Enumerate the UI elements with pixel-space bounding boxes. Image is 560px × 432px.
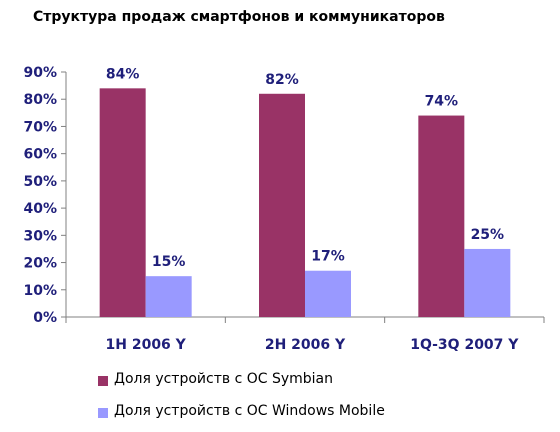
- data-label: 15%: [152, 254, 186, 270]
- x-tick-label: 2H 2006 Y: [265, 337, 346, 353]
- y-tick-label: 0%: [33, 310, 57, 326]
- y-tick-label: 20%: [23, 256, 57, 272]
- x-tick-label: 1H 2006 Y: [106, 337, 187, 353]
- bar-symbian: [418, 115, 465, 317]
- legend-label-windows-mobile: Доля устройств с ОС Windows Mobile: [114, 403, 385, 419]
- bar-windows-mobile: [145, 276, 192, 317]
- bar-windows-mobile: [305, 270, 351, 317]
- chart-title: Структура продаж смартфонов и коммуникат…: [33, 9, 445, 25]
- legend-item-symbian: Доля устройств с ОС Symbian: [98, 370, 518, 392]
- data-label: 25%: [471, 227, 505, 243]
- legend-item-windows-mobile: Доля устройств с ОС Windows Mobile: [98, 402, 518, 424]
- legend-label-symbian: Доля устройств с ОС Symbian: [114, 371, 333, 387]
- legend-swatch-windows-mobile: [98, 408, 108, 418]
- data-label: 84%: [106, 66, 140, 82]
- bar-symbian: [99, 88, 146, 317]
- bar-windows-mobile: [464, 248, 511, 317]
- y-tick-label: 70%: [23, 119, 57, 135]
- bar-chart: 0% 10% 20% 30% 40% 50% 60% 70% 80% 90% 84% 15% 1H 20…: [23, 65, 545, 353]
- y-tick-label: 80%: [23, 92, 57, 108]
- y-tick-label: 90%: [23, 65, 57, 81]
- y-tick-label: 30%: [23, 228, 57, 244]
- y-tick-label: 60%: [23, 147, 57, 163]
- data-label: 17%: [311, 249, 345, 265]
- x-tick-label: 1Q-3Q 2007 Y: [410, 337, 519, 353]
- bar-symbian: [259, 93, 305, 318]
- legend-swatch-symbian: [98, 376, 108, 386]
- y-tick-label: 50%: [23, 174, 57, 190]
- y-tick-label: 10%: [23, 283, 57, 299]
- data-label: 74%: [425, 94, 459, 110]
- data-label: 82%: [265, 72, 299, 88]
- y-tick-label: 40%: [23, 201, 57, 217]
